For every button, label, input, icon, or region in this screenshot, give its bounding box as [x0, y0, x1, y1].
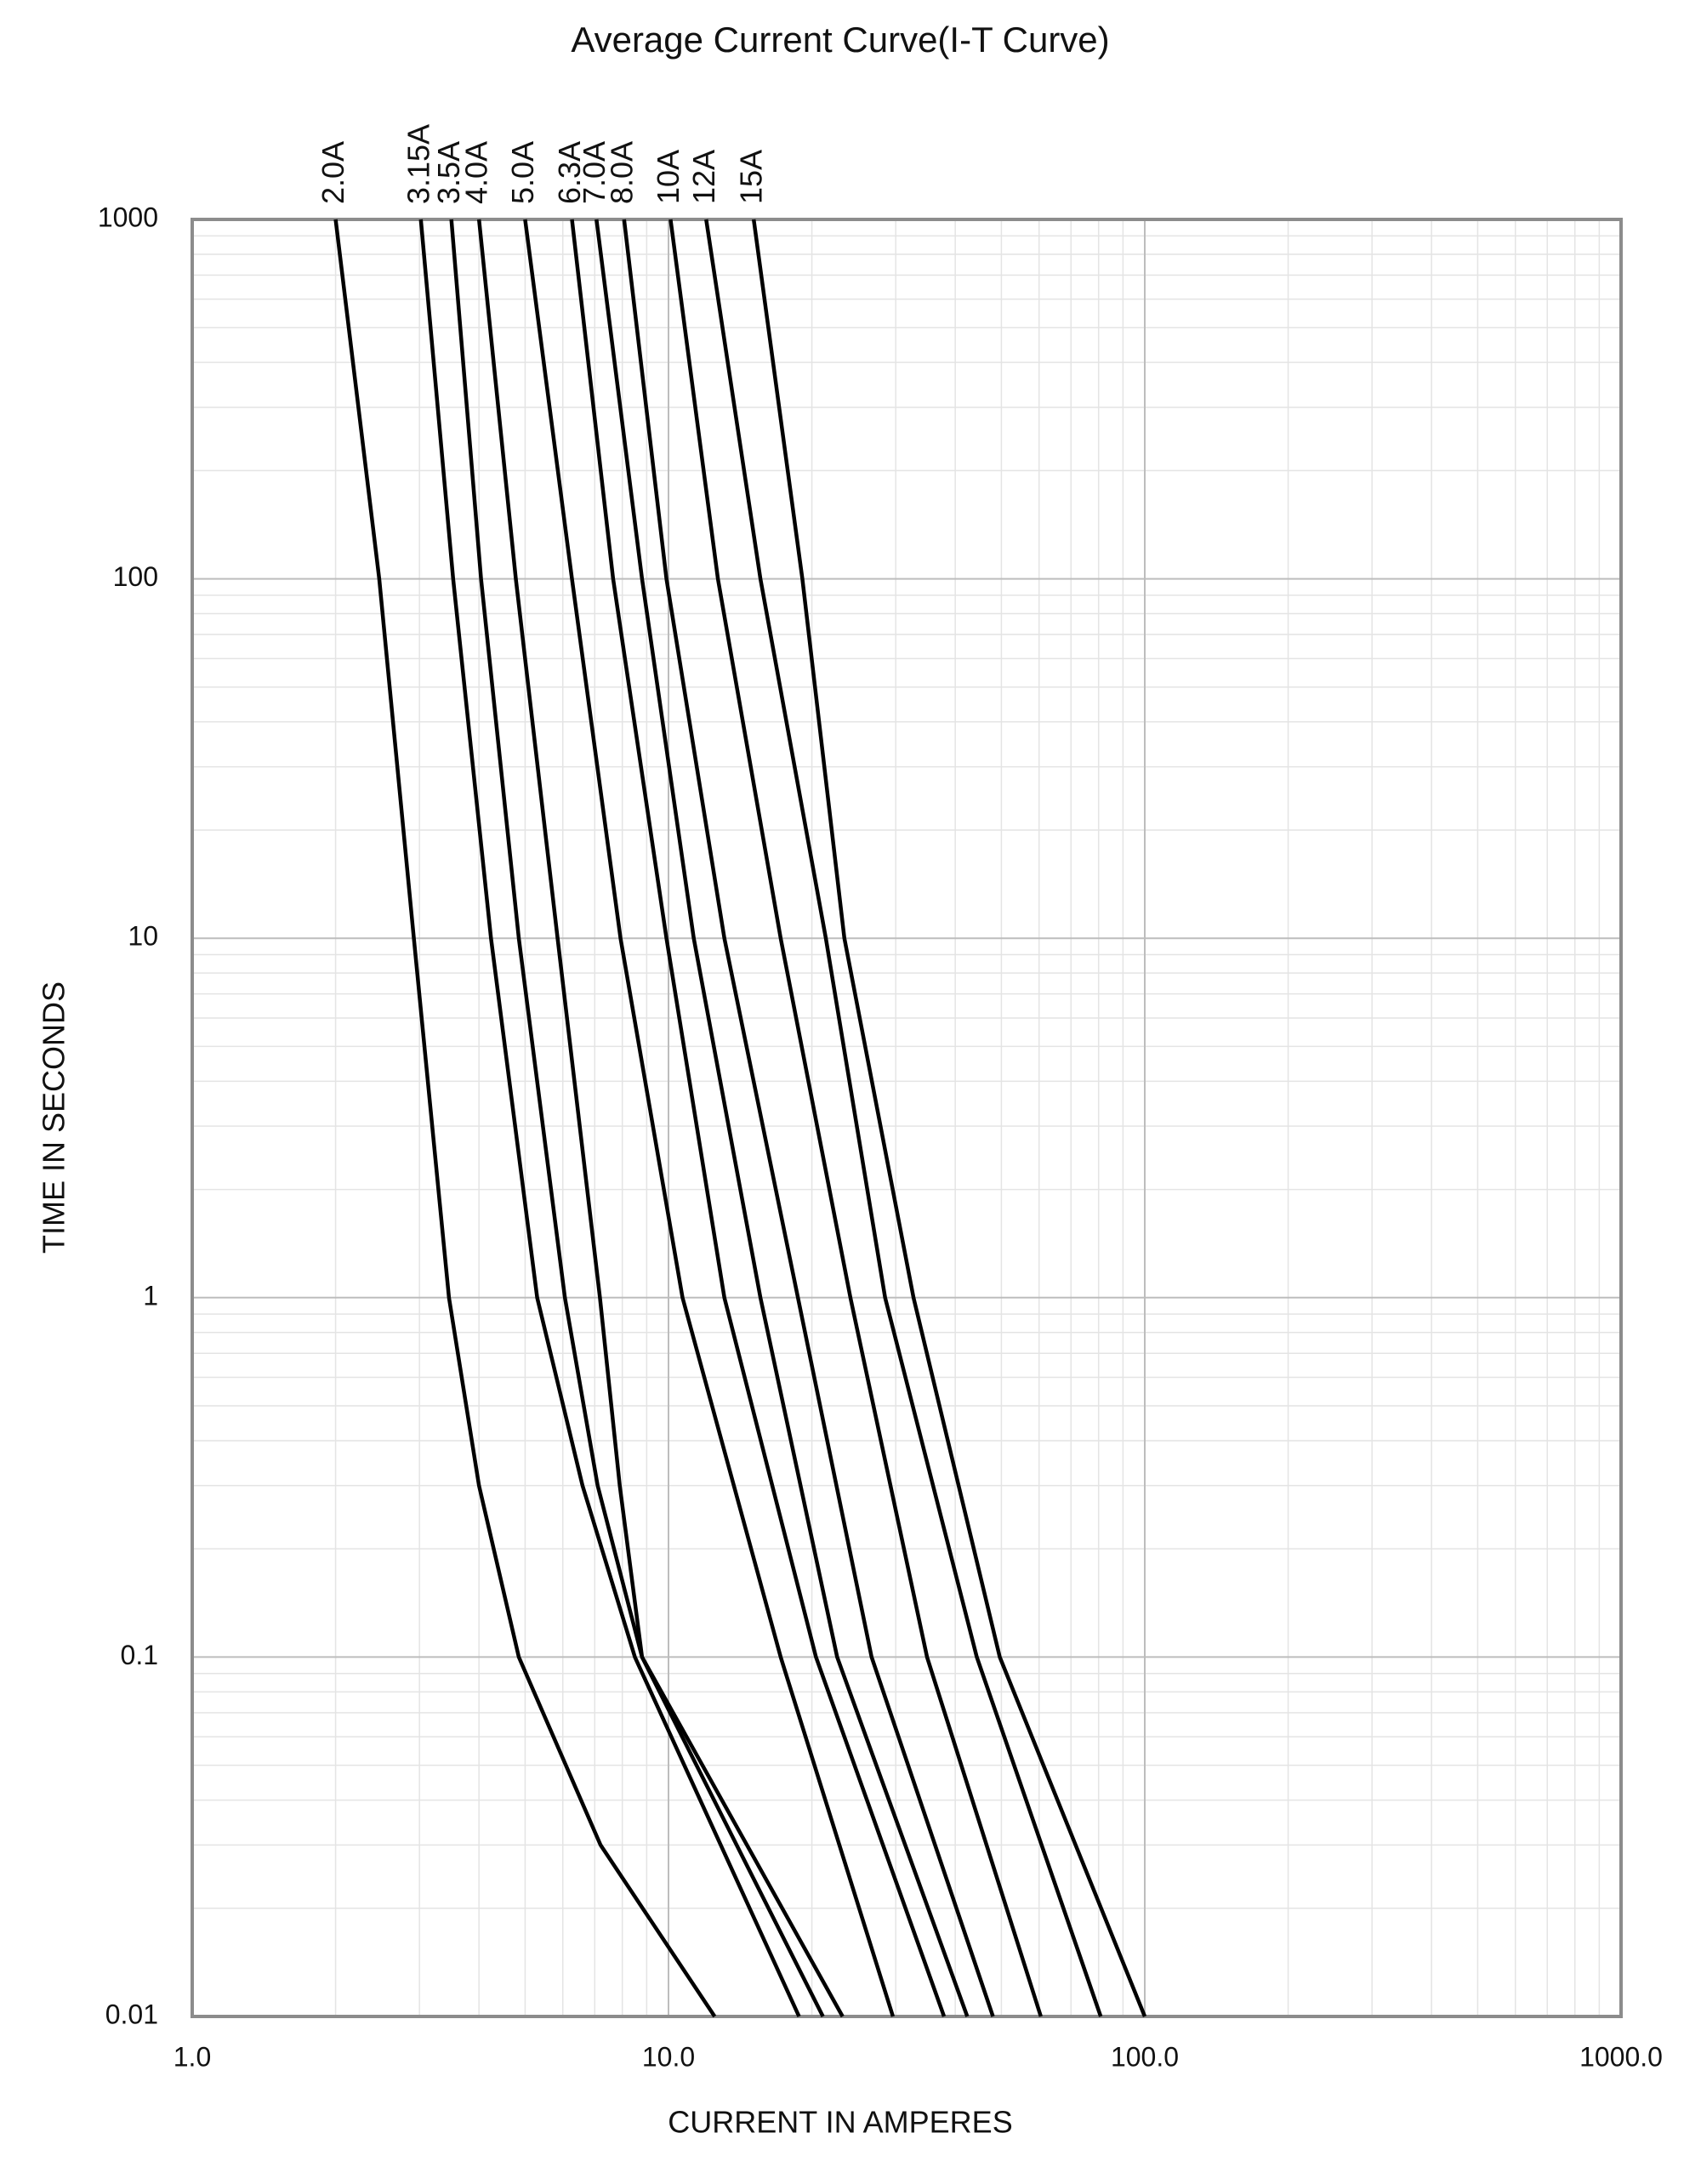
curve-label: 15A [734, 150, 769, 204]
curve-label: 3.15A [401, 124, 435, 204]
curve [523, 219, 896, 2017]
x-tick-label: 100.0 [1111, 2041, 1179, 2072]
curve [333, 219, 717, 2018]
y-axis-label: TIME IN SECONDS [37, 981, 71, 1254]
curve-label: 2.0A [316, 141, 350, 204]
x-tick-label: 10.0 [642, 2041, 695, 2072]
curve [418, 219, 801, 2017]
curve-label: 3.5A [431, 141, 466, 204]
y-tick-label: 1 [143, 1280, 158, 1311]
curve-label: 8.0A [604, 141, 639, 204]
curve-label: 7.0A [577, 141, 612, 204]
plot-frame [191, 218, 1623, 2018]
y-tick-label: 0.01 [105, 1999, 158, 2029]
curve [622, 219, 995, 2017]
curve-label: 10A [651, 150, 686, 204]
curve [704, 219, 1103, 2017]
y-tick-label: 100 [113, 561, 158, 592]
y-tick-label: 1000 [98, 202, 158, 232]
curve-label: 5.0A [505, 141, 540, 204]
x-axis-label: CURRENT IN AMPERES [668, 2105, 1012, 2140]
x-tick-label: 1000.0 [1579, 2041, 1663, 2072]
curve-label: 6.3A [552, 141, 587, 204]
curve-label: 4.0A [459, 141, 494, 204]
x-tick-label: 1.0 [174, 2041, 211, 2072]
y-tick-label: 10 [128, 921, 158, 952]
y-tick-label: 0.1 [121, 1640, 158, 1670]
curve [751, 219, 1147, 2017]
curve [570, 219, 947, 2017]
curve [476, 219, 845, 2018]
chart-title: Average Current Curve(I-T Curve) [571, 20, 1109, 60]
curve [668, 219, 1043, 2017]
curve-label: 12A [686, 150, 721, 204]
curve [594, 219, 970, 2017]
